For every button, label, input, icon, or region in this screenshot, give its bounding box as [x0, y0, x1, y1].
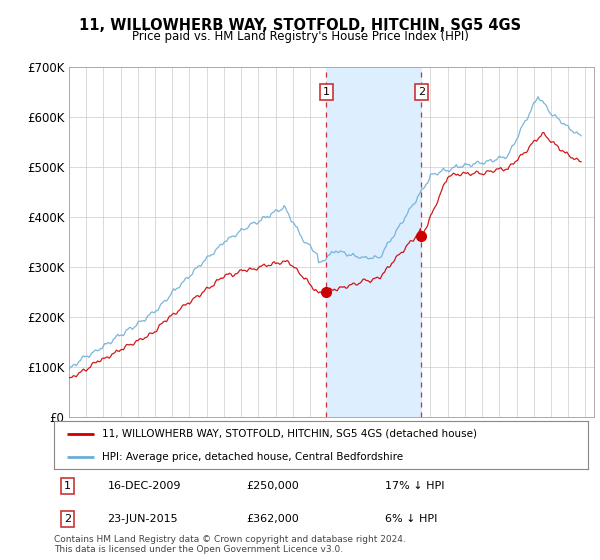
Text: £250,000: £250,000 — [246, 481, 299, 491]
Text: 1: 1 — [64, 481, 71, 491]
Text: 23-JUN-2015: 23-JUN-2015 — [107, 514, 178, 524]
Bar — [326, 67, 421, 417]
Text: HPI: Average price, detached house, Central Bedfordshire: HPI: Average price, detached house, Cent… — [102, 452, 403, 462]
Text: 2: 2 — [418, 87, 425, 97]
Text: 11, WILLOWHERB WAY, STOTFOLD, HITCHIN, SG5 4GS: 11, WILLOWHERB WAY, STOTFOLD, HITCHIN, S… — [79, 18, 521, 32]
Text: Contains HM Land Registry data © Crown copyright and database right 2024.
This d: Contains HM Land Registry data © Crown c… — [54, 535, 406, 554]
Text: 17% ↓ HPI: 17% ↓ HPI — [385, 481, 445, 491]
Text: 1: 1 — [323, 87, 330, 97]
Text: 2: 2 — [64, 514, 71, 524]
Text: £362,000: £362,000 — [246, 514, 299, 524]
Text: 6% ↓ HPI: 6% ↓ HPI — [385, 514, 437, 524]
Text: 11, WILLOWHERB WAY, STOTFOLD, HITCHIN, SG5 4GS (detached house): 11, WILLOWHERB WAY, STOTFOLD, HITCHIN, S… — [102, 429, 477, 439]
Text: 16-DEC-2009: 16-DEC-2009 — [107, 481, 181, 491]
Text: Price paid vs. HM Land Registry's House Price Index (HPI): Price paid vs. HM Land Registry's House … — [131, 30, 469, 43]
